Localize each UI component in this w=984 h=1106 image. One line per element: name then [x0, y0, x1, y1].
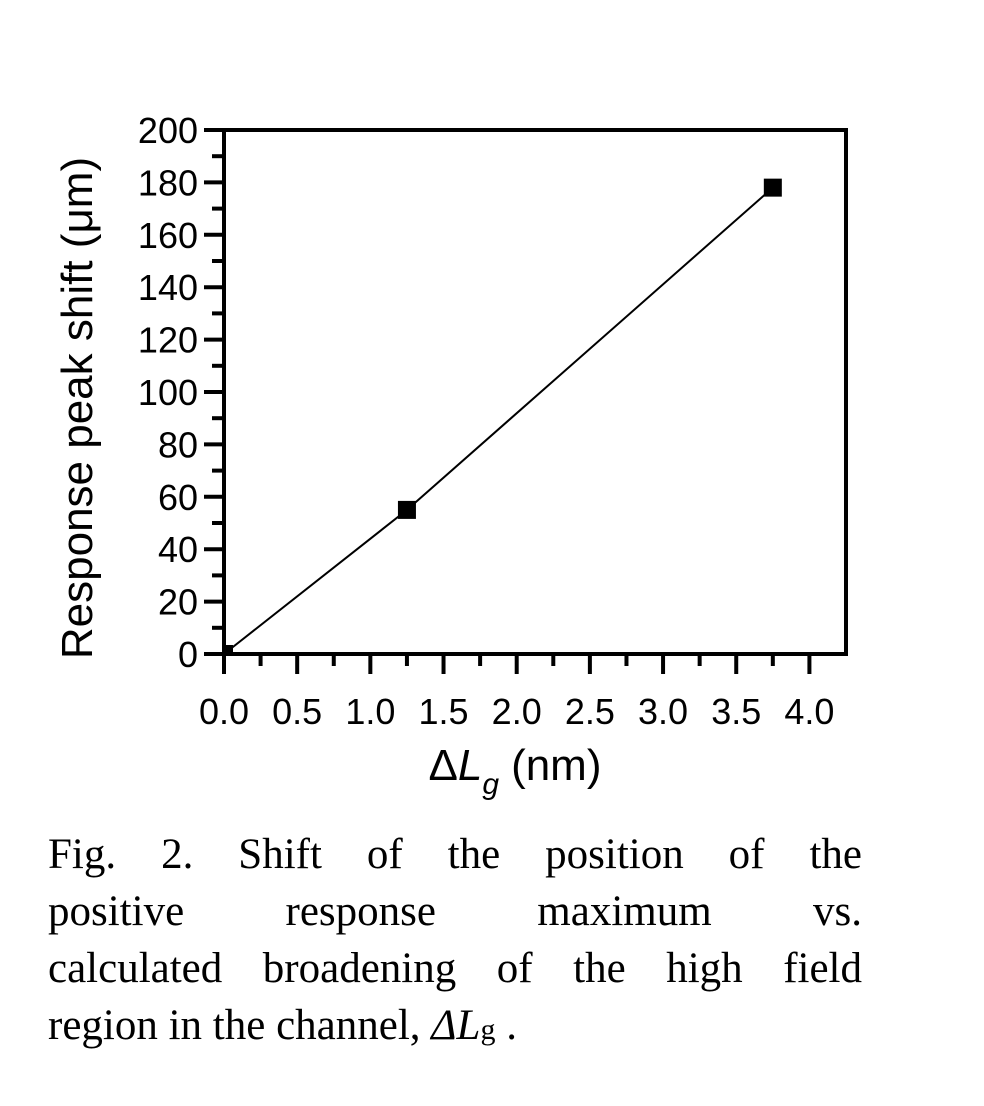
- x-tick-label: 4.0: [784, 691, 834, 732]
- x-tick-label: 2.5: [565, 691, 615, 732]
- y-axis-label: Response peak shift (μm): [53, 157, 102, 659]
- caption-subscript: g: [480, 1013, 496, 1046]
- caption-symbol: ΔL: [431, 1002, 481, 1049]
- caption-line: Fig. 2. Shift of the position of the: [48, 831, 862, 878]
- x-tick-label: 2.0: [492, 691, 542, 732]
- y-tick-label: 140: [138, 267, 198, 308]
- x-axis-label: ΔLg (nm): [429, 741, 602, 801]
- x-tick-label: 3.0: [638, 691, 688, 732]
- y-tick-label: 100: [138, 372, 198, 413]
- chart: 0 20 40 60 80 100 120 140 160 180 200 0.0 0.5 1.0 1.5…: [53, 110, 848, 801]
- data-point: [763, 178, 782, 197]
- y-tick-label: 0: [178, 634, 198, 675]
- x-tick-label: 0.0: [199, 691, 249, 732]
- data-point: [397, 500, 416, 519]
- x-ticks: 0.0 0.5 1.0 1.5 2.0 2.5 3.0 3.5 4.0: [199, 654, 834, 732]
- y-tick-label: 120: [138, 320, 198, 361]
- caption-end: .: [495, 1002, 517, 1049]
- x-tick-label: 0.5: [272, 691, 322, 732]
- figure-caption: Fig. 2. Shift of the position of the pos…: [48, 826, 862, 1058]
- plot-frame: [222, 128, 848, 656]
- x-tick-label: 3.5: [711, 691, 761, 732]
- y-tick-label: 60: [158, 477, 198, 518]
- y-tick-label: 20: [158, 582, 198, 623]
- caption-text: region in the channel,: [48, 1002, 432, 1049]
- x-tick-label: 1.5: [419, 691, 469, 732]
- y-tick-label: 200: [138, 110, 198, 151]
- y-tick-label: 160: [138, 215, 198, 256]
- y-tick-label: 80: [158, 424, 198, 465]
- series-group: [224, 178, 782, 654]
- y-tick-label: 180: [138, 162, 198, 203]
- caption-line: region in the channel, ΔLg .: [48, 997, 862, 1058]
- series-line: [224, 186, 774, 654]
- caption-line: calculated broadening of the high field: [48, 945, 862, 992]
- data-point: [224, 645, 233, 654]
- x-tick-label: 1.0: [345, 691, 395, 732]
- y-ticks: 0 20 40 60 80 100 120 140 160 180 200: [138, 110, 224, 675]
- y-tick-label: 40: [158, 529, 198, 570]
- caption-line: positive response maximum vs.: [48, 888, 862, 935]
